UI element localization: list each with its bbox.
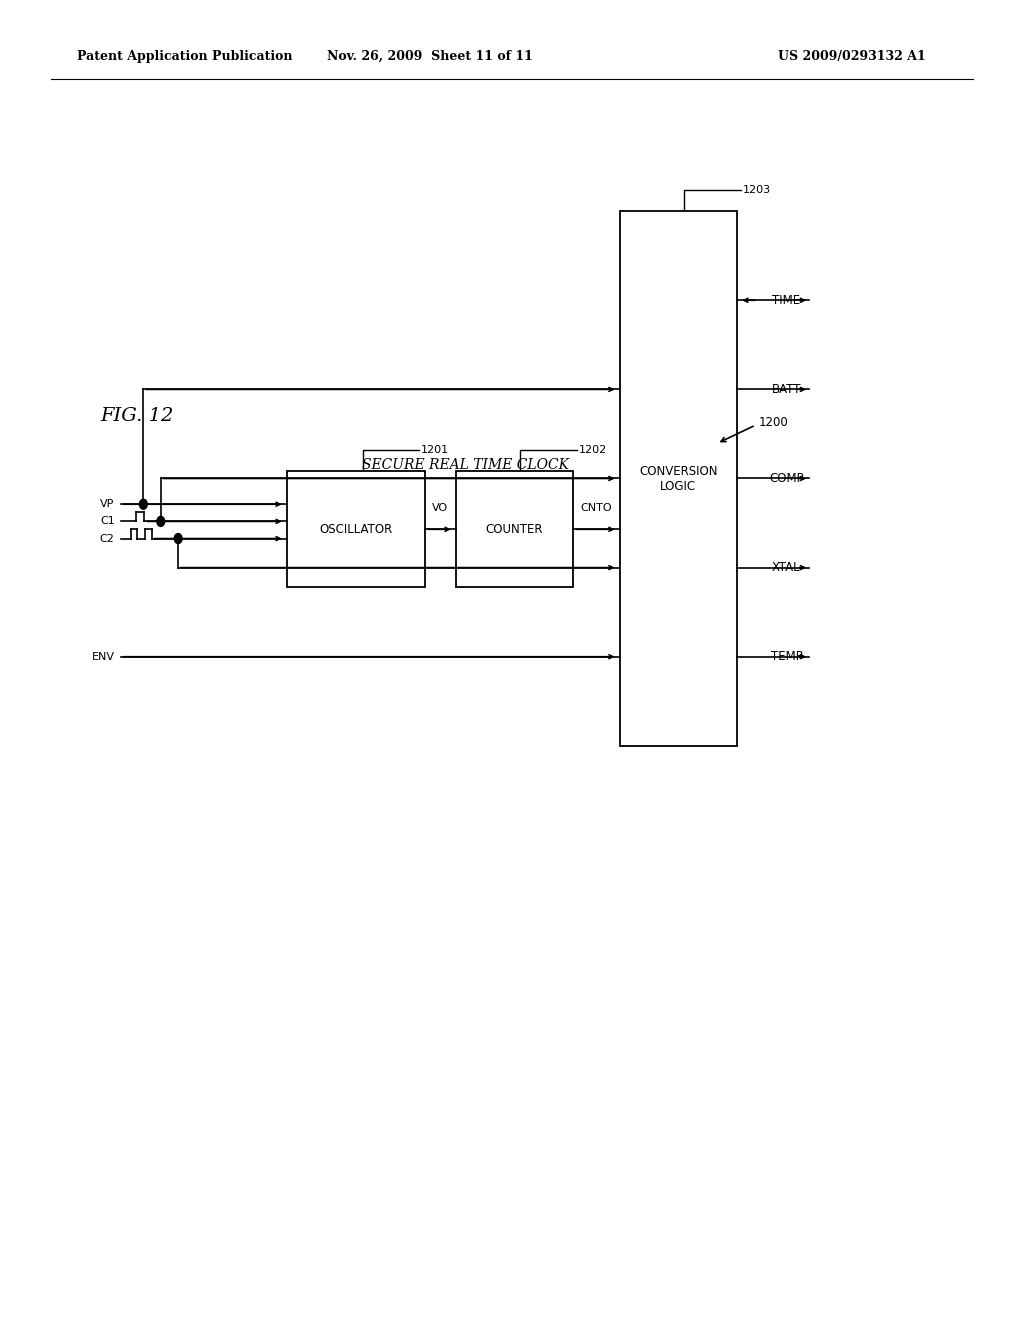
Text: FIG. 12: FIG. 12 [100,407,174,425]
Text: TIME: TIME [772,294,801,306]
Circle shape [139,499,147,510]
Text: COUNTER: COUNTER [485,523,544,536]
Text: BATT: BATT [772,383,801,396]
Text: 1203: 1203 [742,185,771,195]
Text: CNTO: CNTO [581,503,612,513]
Text: TEMP: TEMP [770,651,803,663]
Bar [620,211,737,746]
Text: 1202: 1202 [579,445,607,455]
Text: C1: C1 [100,516,115,527]
Bar [287,471,425,587]
Text: Nov. 26, 2009  Sheet 11 of 11: Nov. 26, 2009 Sheet 11 of 11 [327,50,534,63]
Text: 1200: 1200 [759,416,788,429]
Text: US 2009/0293132 A1: US 2009/0293132 A1 [778,50,926,63]
Text: OSCILLATOR: OSCILLATOR [319,523,392,536]
Bar [456,471,573,587]
Text: 1201: 1201 [421,445,450,455]
Text: COMP: COMP [769,473,804,484]
Circle shape [157,516,165,527]
Text: ENV: ENV [92,652,115,661]
Text: C2: C2 [99,533,115,544]
Text: VO: VO [432,503,449,513]
Text: VP: VP [100,499,115,510]
Text: Patent Application Publication: Patent Application Publication [77,50,292,63]
Circle shape [174,533,182,544]
Text: CONVERSION
LOGIC: CONVERSION LOGIC [639,465,718,492]
Text: SECURE REAL TIME CLOCK: SECURE REAL TIME CLOCK [362,458,569,471]
Text: XTAL: XTAL [772,561,801,574]
